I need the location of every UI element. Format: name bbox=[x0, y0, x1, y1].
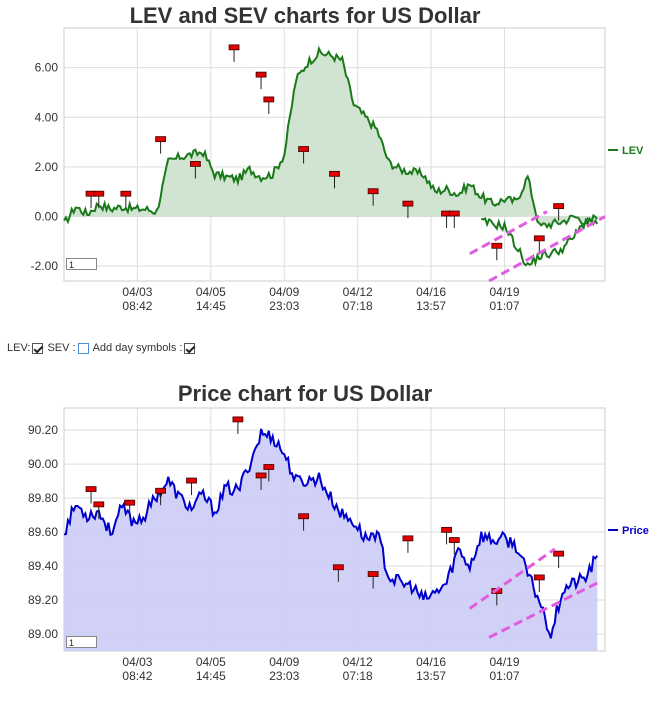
day-symbol-flag bbox=[93, 190, 105, 197]
day-symbol-flag bbox=[402, 200, 414, 207]
x-tick-label-date: 04/05 bbox=[196, 285, 226, 299]
lev-checkbox[interactable] bbox=[32, 342, 44, 354]
x-tick-label-date: 04/09 bbox=[269, 655, 299, 669]
x-tick-label-time: 01:07 bbox=[490, 299, 520, 313]
x-tick-label-time: 14:45 bbox=[196, 669, 226, 683]
x-tick-label-date: 04/19 bbox=[490, 285, 520, 299]
y-tick-label: 89.20 bbox=[28, 593, 58, 607]
trend-line bbox=[488, 215, 606, 283]
day-symbol-flag bbox=[189, 161, 201, 167]
y-tick-label: 4.00 bbox=[35, 110, 59, 124]
x-tick-label-time: 01:07 bbox=[490, 669, 520, 683]
y-tick-label: 89.80 bbox=[28, 491, 58, 505]
series-line bbox=[63, 45, 599, 231]
day-symbol-flag bbox=[533, 574, 545, 581]
day-symbol-flag bbox=[263, 464, 275, 470]
x-tick-label-time: 08:42 bbox=[122, 669, 152, 683]
series-area bbox=[64, 428, 598, 651]
y-tick-label: 89.00 bbox=[28, 627, 58, 641]
day-symbol-flag bbox=[448, 210, 460, 217]
series-line bbox=[63, 428, 599, 639]
day-symbol-flag bbox=[491, 242, 503, 249]
legend-label: Price bbox=[622, 525, 649, 537]
y-tick-label: 0.00 bbox=[35, 210, 59, 224]
day-symbol-flag bbox=[120, 190, 132, 197]
chart-title-price: Price chart for US Dollar bbox=[177, 381, 433, 406]
x-tick-label-date: 04/16 bbox=[416, 285, 446, 299]
x-tick-label-date: 04/03 bbox=[122, 285, 152, 299]
x-tick-label-time: 07:18 bbox=[343, 299, 373, 313]
trend-line bbox=[468, 547, 556, 610]
trend-line bbox=[488, 581, 598, 639]
series-area bbox=[64, 48, 598, 228]
y-tick-label: -2.00 bbox=[31, 259, 59, 273]
day-symbol-flag bbox=[329, 170, 340, 177]
day-symbol-flag bbox=[533, 235, 545, 242]
y-tick-label: 89.40 bbox=[28, 559, 58, 573]
day-symbol-flag bbox=[155, 136, 167, 143]
day-symbol-flag bbox=[448, 537, 460, 543]
x-tick-label-date: 04/05 bbox=[196, 655, 226, 669]
x-tick-label-time: 23:03 bbox=[269, 669, 299, 683]
day-symbol-flag bbox=[124, 499, 136, 506]
day-symbol-flag bbox=[255, 71, 267, 78]
sev-checkbox[interactable] bbox=[77, 342, 89, 354]
day-symbol-flag bbox=[553, 203, 565, 209]
day-symbol-flag bbox=[155, 487, 167, 494]
lev-checkbox-label: LEV: bbox=[7, 342, 31, 354]
x-tick-label-date: 04/09 bbox=[269, 285, 299, 299]
day-symbol-flag bbox=[367, 571, 379, 577]
legend-label: LEV bbox=[622, 145, 644, 157]
day-symbol-flag bbox=[263, 96, 275, 103]
x-tick-label-date: 04/12 bbox=[343, 285, 373, 299]
x-tick-label-date: 04/03 bbox=[122, 655, 152, 669]
x-tick-label-time: 08:42 bbox=[122, 299, 152, 313]
y-tick-label: 2.00 bbox=[35, 160, 59, 174]
x-tick-label-time: 07:18 bbox=[343, 669, 373, 683]
day-symbol-flag bbox=[232, 416, 244, 423]
day-symbol-flag bbox=[553, 550, 565, 557]
x-tick-label-time: 13:57 bbox=[416, 299, 446, 313]
day-symbol-flag bbox=[298, 513, 309, 520]
zoom-input-lev[interactable]: 1 bbox=[66, 258, 97, 270]
day-symbol-flag bbox=[441, 526, 452, 533]
x-tick-label-time: 14:45 bbox=[196, 299, 226, 313]
trend-line bbox=[469, 210, 548, 256]
day-symbol-flag bbox=[298, 146, 309, 152]
chart-title-lev: LEV and SEV charts for US Dollar bbox=[129, 3, 481, 28]
chart-controls: LEV: SEV : Add day symbols : bbox=[7, 342, 199, 354]
zoom-input-price[interactable]: 1 bbox=[66, 636, 97, 648]
day-symbols-label: Add day symbols : bbox=[92, 342, 183, 354]
x-tick-label-date: 04/19 bbox=[490, 655, 520, 669]
day-symbol-flag bbox=[228, 44, 240, 51]
day-symbol-flag bbox=[85, 486, 97, 492]
x-tick-label-time: 23:03 bbox=[269, 299, 299, 313]
day-symbol-flag bbox=[93, 501, 105, 508]
y-tick-label: 6.00 bbox=[35, 61, 59, 75]
sev-checkbox-label: SEV : bbox=[47, 342, 76, 354]
x-tick-label-time: 13:57 bbox=[416, 669, 446, 683]
y-tick-label: 90.00 bbox=[28, 457, 58, 471]
day-symbol-flag bbox=[255, 472, 267, 479]
day-symbols-checkbox[interactable] bbox=[184, 342, 196, 354]
x-tick-label-date: 04/12 bbox=[343, 655, 373, 669]
day-symbol-flag bbox=[186, 477, 197, 484]
y-tick-label: 90.20 bbox=[28, 423, 58, 437]
x-tick-label-date: 04/16 bbox=[416, 655, 446, 669]
day-symbol-flag bbox=[367, 188, 379, 195]
day-symbol-flag bbox=[332, 564, 344, 571]
day-symbol-flag bbox=[402, 535, 414, 542]
y-tick-label: 89.60 bbox=[28, 525, 58, 539]
